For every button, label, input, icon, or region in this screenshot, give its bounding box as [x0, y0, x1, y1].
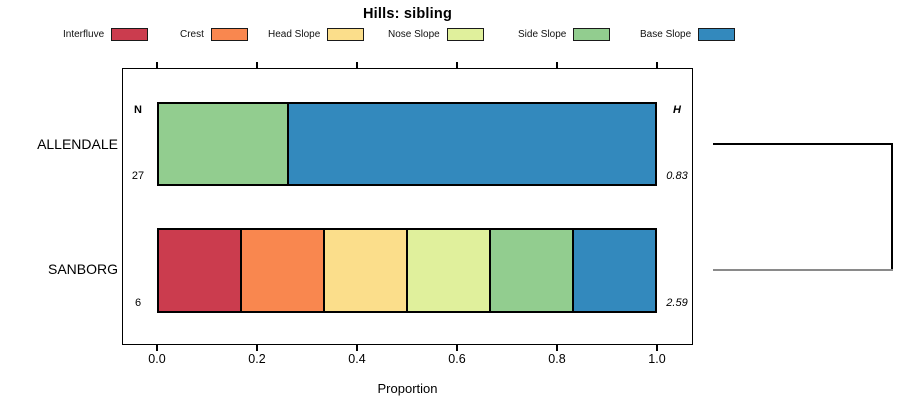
stacked-bar-allendale [157, 102, 657, 186]
x-tick-top [256, 62, 258, 68]
legend-swatch [573, 28, 611, 41]
legend-label: Interfluve [63, 29, 105, 40]
x-tick-bottom [556, 345, 558, 351]
legend-item-nose-slope: Nose Slope [388, 27, 484, 42]
x-tick-bottom [256, 345, 258, 351]
legend-swatch [111, 28, 149, 41]
h-value: 0.83 [666, 170, 688, 182]
x-tick-bottom [156, 345, 158, 351]
x-tick-label: 1.0 [648, 352, 666, 366]
legend-label: Side Slope [518, 29, 567, 40]
bar-segment-side-slope [489, 230, 572, 311]
count-annotation: N 27 [124, 102, 152, 186]
x-tick-label: 0.6 [448, 352, 466, 366]
legend-swatch [446, 28, 484, 41]
x-tick-bottom [356, 345, 358, 351]
x-tick-label: 0.4 [348, 352, 366, 366]
count-annotation: 6 [124, 228, 152, 313]
x-axis-label: Proportion [377, 381, 438, 396]
x-tick-top [556, 62, 558, 68]
x-tick-label: 0.2 [248, 352, 266, 366]
bar-segment-nose-slope [406, 230, 489, 311]
legend-swatch [698, 28, 736, 41]
dendrogram-link-bottom [713, 269, 893, 271]
x-tick-top [456, 62, 458, 68]
legend-swatch [210, 28, 248, 41]
bar-segment-side-slope [159, 104, 288, 184]
row-label-sanborg: SANBORG [47, 261, 118, 277]
legend-label: Base Slope [640, 29, 692, 40]
chart-title: Hills: sibling [363, 6, 452, 22]
diversity-annotation: 2.59 [658, 228, 696, 313]
x-tick-top [656, 62, 658, 68]
h-value: 2.59 [666, 297, 688, 309]
legend-item-interfluve: Interfluve [63, 27, 149, 42]
x-tick-label: 0.8 [548, 352, 566, 366]
dendrogram-link-vertical [891, 143, 893, 271]
legend-item-crest: Crest [180, 27, 248, 42]
bar-segment-base-slope [572, 230, 655, 311]
legend-item-head-slope: Head Slope [268, 27, 365, 42]
x-tick-label: 0.0 [148, 352, 166, 366]
x-tick-top [156, 62, 158, 68]
bar-segment-crest [240, 230, 323, 311]
legend-item-base-slope: Base Slope [640, 27, 736, 42]
n-value: 27 [131, 170, 145, 182]
legend-label: Nose Slope [388, 29, 440, 40]
x-tick-top [356, 62, 358, 68]
legend-label: Head Slope [268, 29, 321, 40]
h-header: H [673, 104, 681, 116]
legend-swatch [327, 28, 365, 41]
bar-segment-head-slope [323, 230, 406, 311]
x-tick-bottom [456, 345, 458, 351]
row-label-allendale: ALLENDALE [37, 136, 118, 152]
x-tick-bottom [656, 345, 658, 351]
dendrogram-link-top [713, 143, 893, 145]
bar-segment-interfluve [159, 230, 240, 311]
stacked-bar-sanborg [157, 228, 657, 313]
bar-segment-base-slope [287, 104, 655, 184]
legend-item-side-slope: Side Slope [518, 27, 611, 42]
plot-area [122, 68, 693, 345]
n-value: 6 [134, 297, 142, 309]
diversity-annotation: H 0.83 [658, 102, 696, 186]
legend-label: Crest [180, 29, 204, 40]
n-header: N [134, 104, 142, 116]
